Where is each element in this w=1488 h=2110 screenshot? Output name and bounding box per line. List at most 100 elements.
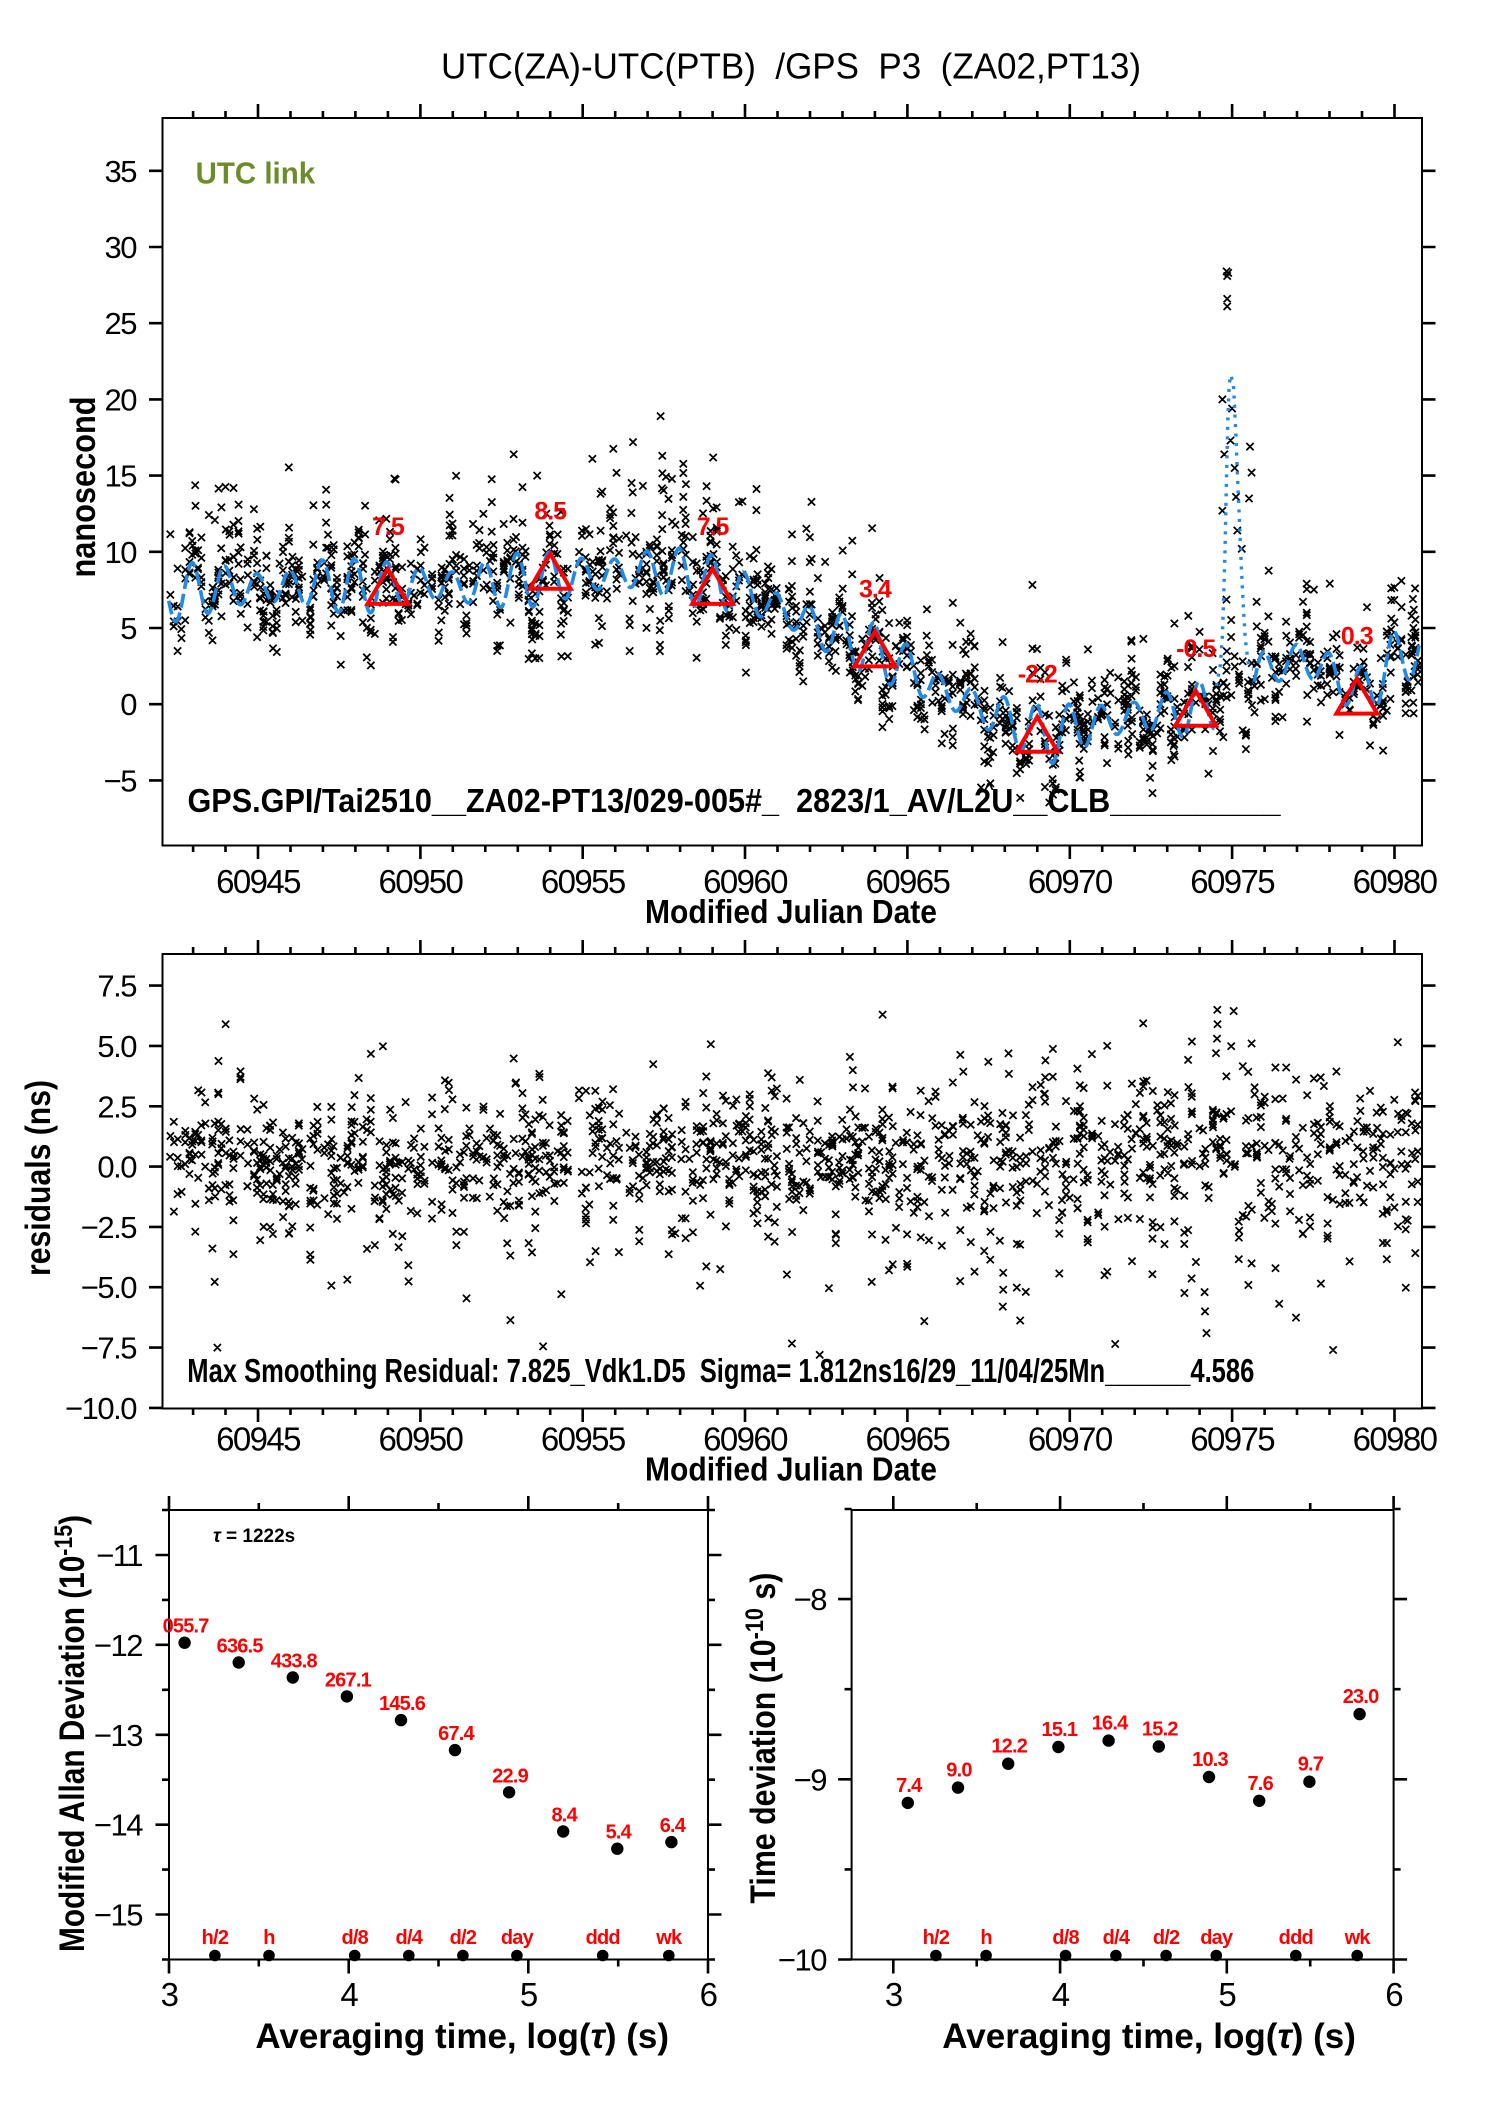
svg-text:60945: 60945: [216, 1421, 300, 1458]
svg-text:60965: 60965: [866, 863, 950, 900]
svg-text:4: 4: [1052, 1976, 1070, 2013]
svg-text:0.0: 0.0: [97, 1150, 137, 1185]
svg-text:9.7: 9.7: [1298, 1754, 1324, 1776]
svg-text:23.0: 23.0: [1343, 1686, 1379, 1708]
svg-text:16.4: 16.4: [1092, 1713, 1129, 1735]
svg-text:h/2: h/2: [202, 1927, 229, 1949]
svg-text:h: h: [263, 1927, 274, 1949]
svg-text:−15: −15: [94, 1898, 142, 1933]
svg-text:−12: −12: [94, 1628, 142, 1663]
svg-text:22.9: 22.9: [492, 1765, 528, 1787]
svg-text:60970: 60970: [1028, 863, 1113, 900]
svg-text:−2.5: −2.5: [81, 1210, 136, 1245]
svg-text:7.4: 7.4: [896, 1775, 923, 1797]
svg-text:9.0: 9.0: [946, 1760, 972, 1782]
svg-text:60960: 60960: [703, 1421, 788, 1458]
svg-text:145.6: 145.6: [379, 1693, 426, 1715]
svg-text:Averaging time, log(τ) (s): Averaging time, log(τ) (s): [942, 2017, 1356, 2056]
svg-text:0.3: 0.3: [1341, 623, 1373, 651]
svg-text:nanosecond: nanosecond: [64, 397, 103, 578]
svg-text:60950: 60950: [379, 863, 464, 900]
svg-text:7.5: 7.5: [372, 513, 405, 541]
svg-text:636.5: 636.5: [217, 1636, 264, 1658]
svg-text:5: 5: [1218, 1976, 1235, 2013]
svg-text:7.5: 7.5: [97, 969, 136, 1004]
svg-text:15.1: 15.1: [1042, 1719, 1078, 1741]
svg-text:3.4: 3.4: [859, 575, 892, 603]
svg-text:6: 6: [1385, 1976, 1402, 2013]
svg-text:67.4: 67.4: [438, 1723, 475, 1745]
svg-text:-0.5: -0.5: [1176, 635, 1216, 663]
svg-text:−5: −5: [104, 763, 137, 798]
svg-text:-2.2: -2.2: [1018, 661, 1057, 689]
svg-text:5: 5: [520, 1976, 537, 2013]
svg-text:60960: 60960: [703, 863, 788, 900]
svg-text:60965: 60965: [866, 1421, 950, 1458]
svg-text:055.7: 055.7: [163, 1616, 210, 1638]
svg-text:residuals (ns): residuals (ns): [19, 1080, 58, 1276]
svg-text:d/8: d/8: [1052, 1927, 1079, 1949]
svg-text:35: 35: [105, 154, 137, 189]
svg-text:τ = 1222s: τ = 1222s: [213, 1526, 295, 1547]
svg-text:60980: 60980: [1353, 863, 1438, 900]
svg-text:60980: 60980: [1353, 1421, 1438, 1458]
svg-text:7.5: 7.5: [697, 513, 730, 541]
svg-text:−5.0: −5.0: [81, 1270, 137, 1305]
svg-text:wk: wk: [655, 1927, 683, 1949]
svg-text:4: 4: [340, 1976, 358, 2013]
svg-text:25: 25: [105, 306, 137, 341]
svg-text:−11: −11: [96, 1538, 142, 1573]
svg-text:6.4: 6.4: [660, 1815, 687, 1837]
svg-text:60955: 60955: [541, 863, 625, 900]
svg-text:d/2: d/2: [450, 1927, 477, 1949]
svg-text:10: 10: [105, 535, 138, 570]
svg-text:−9: −9: [794, 1762, 827, 1797]
svg-text:−10: −10: [778, 1943, 827, 1978]
svg-text:5: 5: [120, 611, 136, 646]
svg-text:2.5: 2.5: [97, 1089, 136, 1124]
svg-text:−10.0: −10.0: [65, 1391, 137, 1426]
svg-text:267.1: 267.1: [325, 1669, 372, 1691]
svg-text:10.3: 10.3: [1192, 1749, 1228, 1771]
svg-text:5.4: 5.4: [606, 1822, 633, 1844]
svg-text:GPS.GPI/Tai2510__ZA02-PT13/029: GPS.GPI/Tai2510__ZA02-PT13/029-005#_ 282…: [188, 782, 1282, 819]
svg-text:60975: 60975: [1190, 1421, 1274, 1458]
svg-text:−7.5: −7.5: [81, 1331, 136, 1366]
svg-text:6: 6: [700, 1976, 717, 2013]
svg-text:−8: −8: [794, 1582, 827, 1617]
svg-text:−14: −14: [94, 1808, 143, 1843]
svg-text:8.4: 8.4: [551, 1805, 578, 1827]
svg-text:UTC link: UTC link: [196, 155, 316, 190]
svg-text:UTC(ZA)-UTC(PTB) /GPS P3 (Z: UTC(ZA)-UTC(PTB) /GPS P3 (ZA02,PT13): [441, 46, 1141, 87]
svg-text:day: day: [501, 1927, 535, 1949]
svg-text:d/2: d/2: [1153, 1927, 1180, 1949]
svg-text:15.2: 15.2: [1142, 1719, 1178, 1741]
svg-text:30: 30: [105, 230, 138, 265]
svg-text:60950: 60950: [379, 1421, 464, 1458]
svg-text:20: 20: [105, 382, 138, 417]
svg-text:Max Smoothing Residual: 7.825_: Max Smoothing Residual: 7.825_Vdk1.D5 Si…: [187, 1352, 1254, 1389]
svg-text:day: day: [1200, 1927, 1234, 1949]
svg-text:wk: wk: [1344, 1927, 1372, 1949]
svg-text:60945: 60945: [216, 863, 300, 900]
svg-text:h/2: h/2: [923, 1927, 950, 1949]
svg-text:d/4: d/4: [1103, 1927, 1131, 1949]
svg-text:^: ^: [984, 779, 994, 798]
svg-text:Modified Allan Deviation (10-1: Modified Allan Deviation (10-15): [50, 1515, 92, 1952]
svg-text:0: 0: [120, 687, 137, 722]
svg-text:Modified Julian Date: Modified Julian Date: [645, 1451, 937, 1488]
svg-text:Modified Julian Date: Modified Julian Date: [645, 893, 937, 930]
svg-text:Averaging time, log(τ) (s): Averaging time, log(τ) (s): [255, 2017, 669, 2056]
svg-text:3: 3: [885, 1976, 902, 2013]
svg-text:h: h: [980, 1927, 991, 1949]
svg-text:7.6: 7.6: [1247, 1773, 1273, 1795]
svg-text:ddd: ddd: [1279, 1927, 1313, 1949]
svg-text:5.0: 5.0: [97, 1029, 137, 1064]
svg-text:−13: −13: [94, 1718, 142, 1753]
svg-text:15: 15: [105, 459, 137, 494]
svg-text:60975: 60975: [1190, 863, 1274, 900]
svg-text:433.8: 433.8: [271, 1651, 318, 1673]
svg-text:8.5: 8.5: [534, 498, 567, 526]
svg-text:60955: 60955: [541, 1421, 625, 1458]
svg-text:12.2: 12.2: [991, 1736, 1027, 1758]
